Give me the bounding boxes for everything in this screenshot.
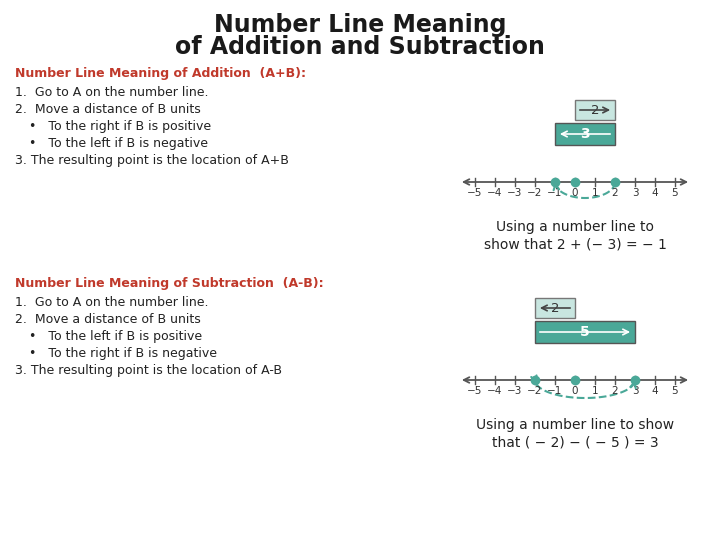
- Text: 0: 0: [572, 386, 578, 396]
- Text: −3: −3: [508, 188, 523, 198]
- Text: 2.  Move a distance of B units: 2. Move a distance of B units: [15, 103, 201, 116]
- Text: −2: −2: [527, 386, 543, 396]
- Text: −4: −4: [487, 188, 503, 198]
- Text: 1.  Go to A on the number line.: 1. Go to A on the number line.: [15, 296, 209, 309]
- Text: 1: 1: [592, 188, 598, 198]
- Text: •   To the left if B is negative: • To the left if B is negative: [29, 137, 208, 150]
- Text: 2.  Move a distance of B units: 2. Move a distance of B units: [15, 313, 201, 326]
- Text: 2: 2: [590, 104, 599, 117]
- Text: −5: −5: [467, 188, 482, 198]
- Text: 3: 3: [631, 386, 639, 396]
- FancyBboxPatch shape: [535, 298, 575, 318]
- Text: 1.  Go to A on the number line.: 1. Go to A on the number line.: [15, 86, 209, 99]
- Text: 0: 0: [572, 188, 578, 198]
- Text: Number Line Meaning: Number Line Meaning: [214, 13, 506, 37]
- Text: Number Line Meaning of Subtraction  (A-B):: Number Line Meaning of Subtraction (A-B)…: [15, 277, 323, 290]
- Text: −4: −4: [487, 386, 503, 396]
- FancyBboxPatch shape: [575, 100, 615, 120]
- Text: •   To the left if B is positive: • To the left if B is positive: [29, 330, 202, 343]
- Text: •   To the right if B is negative: • To the right if B is negative: [29, 347, 217, 360]
- Text: show that 2 + (− 3) = − 1: show that 2 + (− 3) = − 1: [484, 237, 667, 251]
- Text: 3: 3: [580, 127, 590, 141]
- Text: 4: 4: [652, 188, 658, 198]
- Text: 5: 5: [580, 325, 590, 339]
- Text: that ( − 2) − ( − 5 ) = 3: that ( − 2) − ( − 5 ) = 3: [492, 435, 658, 449]
- Text: 4: 4: [652, 386, 658, 396]
- Text: 2: 2: [551, 301, 559, 314]
- Text: 2: 2: [612, 188, 618, 198]
- Text: −1: −1: [547, 188, 563, 198]
- Text: 3. The resulting point is the location of A-B: 3. The resulting point is the location o…: [15, 364, 282, 377]
- Text: 1: 1: [592, 386, 598, 396]
- Text: −1: −1: [547, 386, 563, 396]
- Text: −3: −3: [508, 386, 523, 396]
- Text: 3: 3: [631, 188, 639, 198]
- FancyBboxPatch shape: [555, 123, 615, 145]
- Text: 3. The resulting point is the location of A+B: 3. The resulting point is the location o…: [15, 154, 289, 167]
- Text: •   To the right if B is positive: • To the right if B is positive: [29, 120, 211, 133]
- Text: 5: 5: [672, 188, 678, 198]
- Text: Using a number line to show: Using a number line to show: [476, 418, 674, 432]
- Text: 2: 2: [612, 386, 618, 396]
- Text: 5: 5: [672, 386, 678, 396]
- Text: Number Line Meaning of Addition  (A+B):: Number Line Meaning of Addition (A+B):: [15, 67, 306, 80]
- Text: Using a number line to: Using a number line to: [496, 220, 654, 234]
- Text: −5: −5: [467, 386, 482, 396]
- Text: −2: −2: [527, 188, 543, 198]
- Text: of Addition and Subtraction: of Addition and Subtraction: [175, 35, 545, 59]
- FancyBboxPatch shape: [535, 321, 635, 343]
